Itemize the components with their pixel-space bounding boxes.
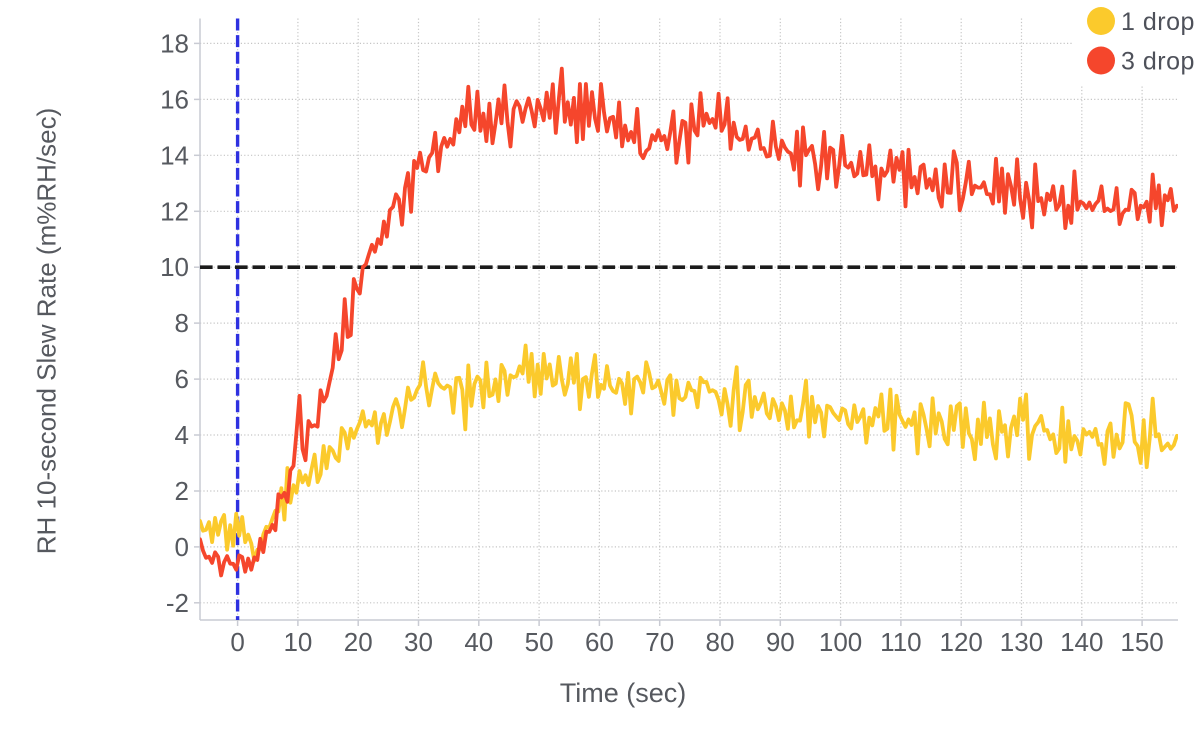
svg-text:90: 90 bbox=[766, 627, 795, 657]
svg-text:10: 10 bbox=[160, 252, 189, 282]
svg-text:60: 60 bbox=[585, 627, 614, 657]
svg-text:140: 140 bbox=[1060, 627, 1103, 657]
svg-text:Time (sec): Time (sec) bbox=[560, 678, 687, 708]
svg-text:8: 8 bbox=[175, 308, 189, 338]
svg-text:130: 130 bbox=[1000, 627, 1043, 657]
svg-text:-2: -2 bbox=[166, 588, 189, 618]
svg-text:12: 12 bbox=[160, 196, 189, 226]
svg-text:10: 10 bbox=[283, 627, 312, 657]
svg-text:120: 120 bbox=[940, 627, 983, 657]
svg-text:150: 150 bbox=[1120, 627, 1163, 657]
svg-text:0: 0 bbox=[175, 532, 189, 562]
svg-text:100: 100 bbox=[819, 627, 862, 657]
svg-text:14: 14 bbox=[160, 140, 189, 170]
svg-text:0: 0 bbox=[230, 627, 244, 657]
svg-text:3 drop: 3 drop bbox=[1121, 48, 1195, 76]
svg-text:30: 30 bbox=[404, 627, 433, 657]
svg-text:80: 80 bbox=[706, 627, 735, 657]
svg-text:40: 40 bbox=[464, 627, 493, 657]
svg-text:RH 10-second Slew Rate (m%RH/s: RH 10-second Slew Rate (m%RH/sec) bbox=[32, 108, 62, 554]
svg-text:50: 50 bbox=[525, 627, 554, 657]
svg-text:20: 20 bbox=[344, 627, 373, 657]
svg-text:4: 4 bbox=[175, 420, 189, 450]
svg-text:2: 2 bbox=[175, 476, 189, 506]
svg-text:1 drop: 1 drop bbox=[1121, 8, 1195, 36]
svg-text:6: 6 bbox=[175, 364, 189, 394]
svg-text:16: 16 bbox=[160, 84, 189, 114]
svg-text:110: 110 bbox=[880, 627, 921, 657]
svg-text:18: 18 bbox=[160, 28, 189, 58]
svg-text:70: 70 bbox=[645, 627, 674, 657]
